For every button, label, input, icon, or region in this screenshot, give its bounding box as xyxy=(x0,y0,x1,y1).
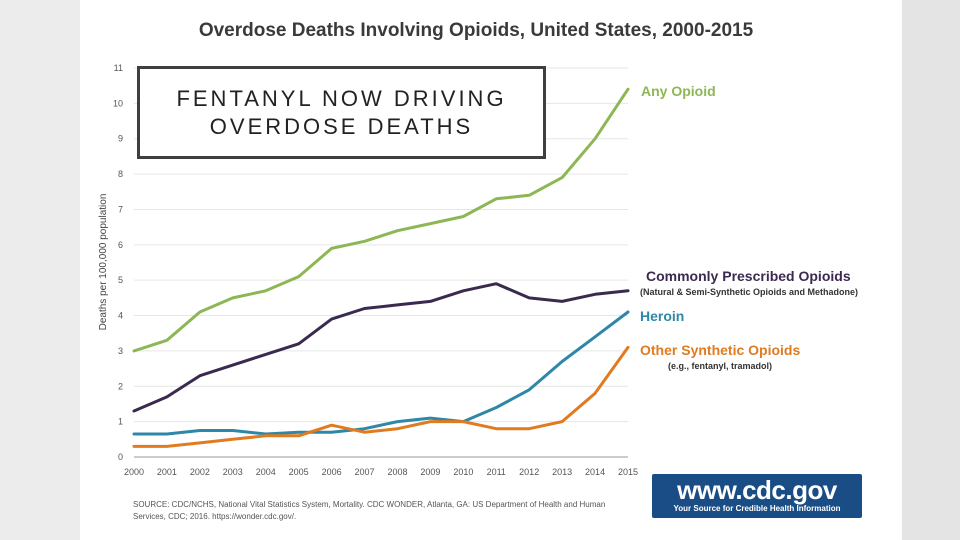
x-tick-label: 2013 xyxy=(552,467,572,477)
legend-heroin: Heroin xyxy=(640,308,685,324)
slide-background-strip xyxy=(902,0,960,540)
x-tick-label: 2011 xyxy=(487,467,506,477)
x-tick-label: 2007 xyxy=(355,467,375,477)
x-tick-label: 2006 xyxy=(322,467,342,477)
cdc-logo-tagline: Your Source for Credible Health Informat… xyxy=(673,504,841,513)
x-tick-label: 2012 xyxy=(519,467,539,477)
legend-any-opioid: Any Opioid xyxy=(641,83,716,99)
headline-overlay-text: FENTANYL NOW DRIVING OVERDOSE DEATHS xyxy=(176,85,507,139)
x-tick-label: 2005 xyxy=(289,467,309,477)
cdc-logo: www.cdc.gov Your Source for Credible Hea… xyxy=(652,474,862,518)
series-line-0 xyxy=(132,87,630,353)
y-tick-label: 9 xyxy=(118,134,123,144)
legend-other-synthetic: Other Synthetic Opioids xyxy=(640,342,801,358)
y-tick-label: 7 xyxy=(118,204,123,214)
legend-prescribed-opioids-note: (Natural & Semi-Synthetic Opioids and Me… xyxy=(640,287,859,297)
series-line-3 xyxy=(132,345,630,448)
x-tick-label: 2010 xyxy=(453,467,473,477)
x-tick-label: 2008 xyxy=(387,467,407,477)
legend-other-synthetic-note: (e.g., fentanyl, tramadol) xyxy=(668,361,773,371)
y-tick-label: 5 xyxy=(118,275,123,285)
series-line-2 xyxy=(132,310,630,436)
x-tick-label: 2002 xyxy=(190,467,210,477)
y-tick-label: 3 xyxy=(118,346,123,356)
y-tick-label: 2 xyxy=(118,381,123,391)
x-tick-label: 2003 xyxy=(223,467,243,477)
y-tick-label: 11 xyxy=(114,63,123,73)
x-tick-label: 2015 xyxy=(618,467,638,477)
cdc-logo-url: www.cdc.gov xyxy=(677,475,837,505)
chart-title: Overdose Deaths Involving Opioids, Unite… xyxy=(198,20,754,41)
y-axis-label: Deaths per 100,000 population xyxy=(98,194,109,331)
y-tick-label: 0 xyxy=(118,452,123,462)
y-tick-label: 10 xyxy=(113,98,123,108)
series-lines xyxy=(132,87,630,448)
y-tick-label: 8 xyxy=(118,169,123,179)
y-tick-label: 6 xyxy=(118,240,123,250)
series-line-1 xyxy=(132,282,630,413)
x-tick-label: 2004 xyxy=(256,467,276,477)
x-tick-label: 2009 xyxy=(420,467,440,477)
legend-prescribed-opioids: Commonly Prescribed Opioids xyxy=(646,268,851,284)
x-tick-label: 2000 xyxy=(124,467,144,477)
y-tick-label: 4 xyxy=(118,311,123,321)
y-tick-label: 1 xyxy=(118,417,123,427)
x-tick-label: 2001 xyxy=(157,467,177,477)
x-tick-label: 2014 xyxy=(585,467,605,477)
source-note: SOURCE: CDC/NCHS, National Vital Statist… xyxy=(133,500,606,521)
headline-overlay-box: FENTANYL NOW DRIVING OVERDOSE DEATHS xyxy=(137,66,546,159)
axis-ticks: 0 1 2 3 4 5 6 7 8 9 10 11 2000 2001 2002 2003 2004 2005 20… xyxy=(113,63,638,477)
